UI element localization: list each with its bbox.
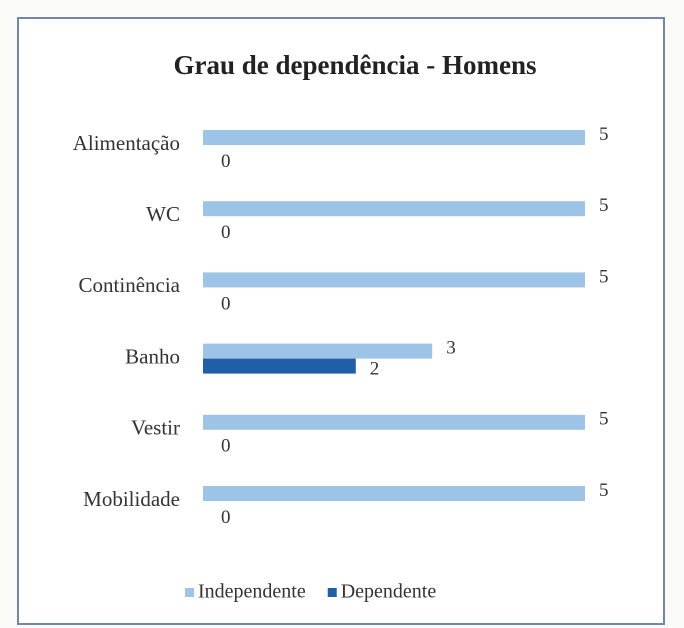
data-label: 0 — [221, 151, 231, 172]
bar — [203, 414, 585, 430]
data-label: 5 — [599, 409, 609, 430]
legend-label: Independente — [198, 581, 306, 603]
data-label: 0 — [221, 293, 231, 314]
legend-label: Dependente — [341, 581, 437, 603]
data-label: 5 — [599, 480, 609, 501]
data-label: 0 — [221, 222, 231, 243]
data-label: 0 — [221, 436, 231, 457]
data-label: 2 — [370, 358, 380, 379]
y-tick-label: Banho — [125, 344, 180, 368]
y-tick-label: Continência — [79, 273, 181, 297]
bar — [203, 486, 585, 501]
data-label: 5 — [599, 124, 609, 145]
bar — [203, 272, 585, 288]
chart-frame — [17, 17, 665, 625]
y-tick-label: Alimentação — [73, 131, 180, 155]
bar — [203, 343, 433, 359]
data-label: 5 — [599, 266, 609, 287]
legend-swatch — [185, 588, 194, 597]
data-label: 0 — [221, 507, 231, 528]
y-tick-label: WC — [146, 202, 180, 226]
bar — [203, 358, 356, 374]
legend-swatch — [327, 588, 337, 597]
chart-title: Grau de dependência - Homens — [173, 50, 536, 80]
y-tick-label: Mobilidade — [83, 487, 180, 511]
data-label: 5 — [599, 195, 609, 216]
bar — [203, 130, 585, 145]
data-label: 3 — [446, 337, 456, 358]
bar — [203, 201, 585, 217]
y-tick-label: Vestir — [131, 416, 180, 440]
